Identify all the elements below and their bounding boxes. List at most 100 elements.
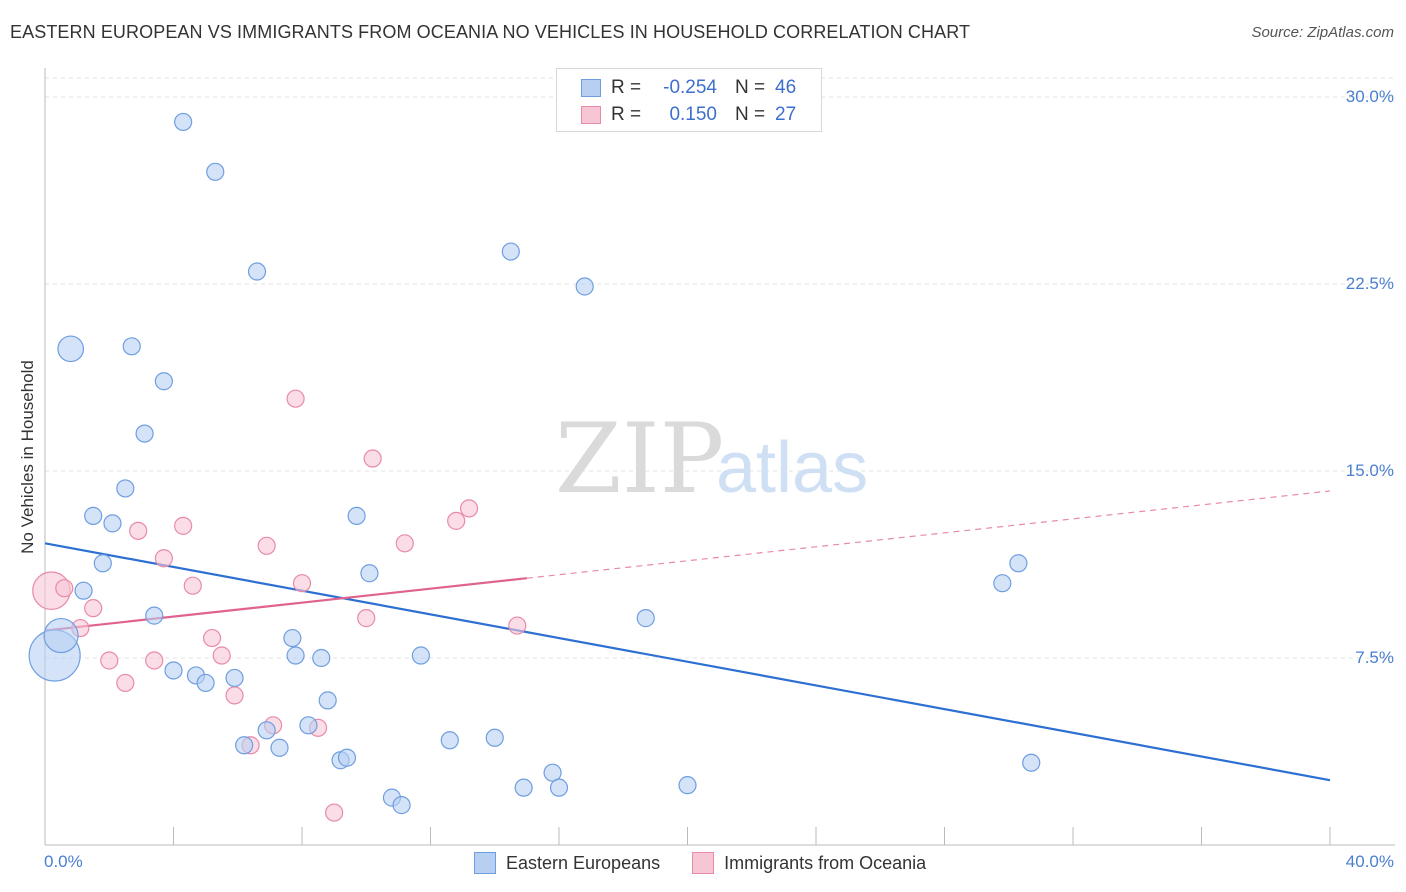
point-eastern-europeans	[206, 162, 225, 181]
legend-item-oceania[interactable]: Immigrants from Oceania	[692, 852, 926, 874]
y-tick-label: 30.0%	[1345, 87, 1394, 106]
point-eastern-europeans	[225, 668, 244, 688]
point-oceania	[212, 646, 231, 665]
point-oceania	[363, 449, 382, 468]
stats-row-oceania: R = 0.150 N = 27	[581, 103, 796, 127]
trend-line-oceania-extension	[526, 490, 1331, 579]
point-eastern-europeans	[501, 242, 520, 261]
point-eastern-europeans	[347, 506, 366, 525]
point-eastern-europeans	[116, 479, 135, 498]
y-tick-label: 7.5%	[1355, 648, 1394, 667]
point-eastern-europeans	[485, 728, 504, 747]
legend-swatch-pink	[692, 852, 715, 874]
point-eastern-europeans	[392, 796, 411, 815]
blue-swatch	[581, 79, 601, 97]
point-eastern-europeans	[145, 606, 164, 625]
legend-label: Immigrants from Oceania	[724, 852, 927, 873]
point-eastern-europeans	[270, 738, 289, 757]
pink-swatch	[581, 106, 601, 124]
point-eastern-europeans	[360, 564, 379, 583]
point-eastern-europeans	[636, 609, 655, 628]
point-eastern-europeans	[103, 514, 122, 533]
series-legend: Eastern Europeans Immigrants from Oceani…	[474, 852, 958, 874]
grid-lines	[45, 77, 1395, 659]
point-oceania	[84, 599, 103, 618]
r-value: -0.254	[663, 77, 717, 98]
point-oceania	[55, 579, 74, 598]
watermark-zip: ZIP	[555, 403, 724, 515]
r-label: R =	[611, 104, 642, 125]
point-eastern-europeans	[257, 721, 276, 740]
watermark: ZIP atlas	[555, 403, 868, 515]
point-eastern-europeans	[549, 778, 569, 797]
point-oceania	[357, 609, 376, 628]
x-tick-max: 40.0%	[1345, 852, 1394, 871]
point-eastern-europeans	[135, 424, 154, 443]
point-oceania	[257, 536, 276, 555]
trend-lines	[44, 490, 1331, 782]
point-eastern-europeans	[1009, 554, 1028, 573]
point-oceania	[292, 574, 312, 593]
n-value: 27	[775, 104, 797, 125]
point-oceania	[225, 686, 244, 705]
point-eastern-europeans	[312, 648, 331, 668]
r-value: 0.150	[669, 104, 717, 125]
point-eastern-europeans	[154, 372, 173, 391]
point-eastern-europeans	[286, 646, 305, 665]
point-oceania	[145, 651, 164, 670]
point-oceania	[325, 803, 344, 822]
point-eastern-europeans	[43, 617, 79, 654]
point-eastern-europeans	[122, 337, 141, 356]
point-eastern-europeans	[299, 716, 318, 735]
n-label: N =	[735, 77, 766, 98]
point-oceania	[447, 511, 466, 530]
axes	[44, 68, 1395, 846]
point-eastern-europeans	[575, 277, 594, 296]
point-eastern-europeans	[318, 691, 337, 710]
x-tick-min: 0.0%	[44, 852, 83, 871]
point-eastern-europeans	[543, 763, 562, 782]
point-eastern-europeans	[235, 736, 254, 755]
y-tick-label: 22.5%	[1345, 274, 1394, 293]
source-label: Source: ZipAtlas.com	[1251, 24, 1394, 41]
point-oceania	[116, 673, 135, 693]
point-eastern-europeans	[1022, 753, 1041, 772]
point-eastern-europeans	[283, 628, 302, 648]
point-eastern-europeans	[993, 574, 1012, 593]
n-label: N =	[735, 104, 766, 125]
point-oceania	[154, 549, 173, 568]
point-eastern-europeans	[411, 646, 430, 665]
scatter-points	[28, 112, 1041, 822]
legend-item-eastern-europeans[interactable]: Eastern Europeans	[474, 852, 660, 874]
n-value: 46	[775, 77, 797, 98]
stats-row-eastern-europeans: R = -0.254 N = 46	[581, 76, 796, 100]
point-eastern-europeans	[247, 262, 267, 281]
point-oceania	[459, 499, 479, 518]
point-eastern-europeans	[57, 335, 85, 363]
y-tick-label: 15.0%	[1345, 461, 1394, 480]
point-oceania	[202, 628, 222, 648]
r-label: R =	[611, 77, 642, 98]
point-eastern-europeans	[678, 776, 697, 795]
trend-line-oceania	[44, 577, 527, 632]
point-eastern-europeans	[514, 778, 533, 797]
point-eastern-europeans	[164, 661, 183, 680]
y-axis-label: No Vehicles in Household	[18, 360, 37, 554]
point-eastern-europeans	[84, 506, 103, 525]
point-eastern-europeans	[93, 554, 112, 573]
chart-title: EASTERN EUROPEAN VS IMMIGRANTS FROM OCEA…	[10, 22, 971, 42]
trend-line-eastern-europeans	[44, 542, 1331, 782]
stats-legend: R = -0.254 N = 46 R = 0.150 N = 27	[556, 68, 822, 132]
point-eastern-europeans	[74, 581, 93, 600]
point-oceania	[174, 516, 193, 535]
point-oceania	[395, 534, 414, 553]
watermark-atlas: atlas	[716, 428, 868, 508]
legend-label: Eastern Europeans	[506, 852, 661, 873]
point-eastern-europeans	[196, 673, 215, 693]
point-eastern-europeans	[440, 731, 459, 750]
point-oceania	[286, 389, 305, 408]
point-eastern-europeans	[174, 112, 193, 132]
point-oceania	[100, 651, 119, 670]
legend-swatch-blue	[474, 852, 496, 874]
